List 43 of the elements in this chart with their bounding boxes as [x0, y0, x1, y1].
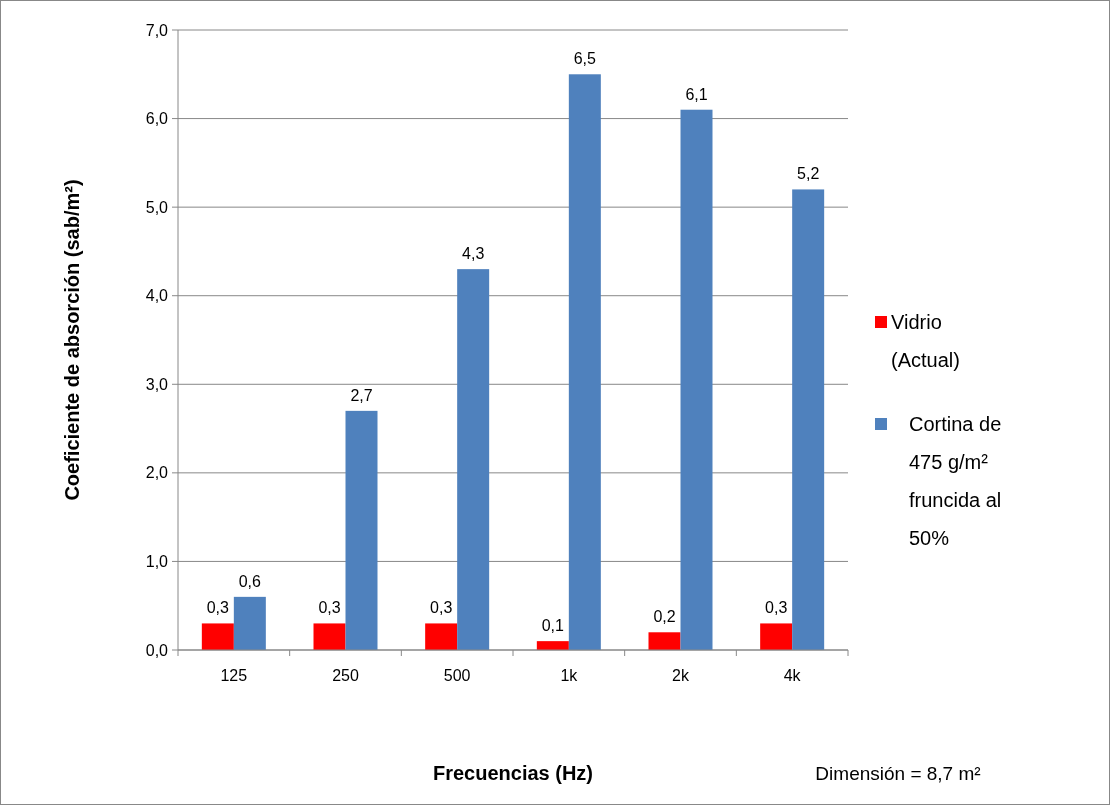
x-tick-label: 1k [560, 666, 579, 684]
legend-label: Vidrio (Actual) [891, 311, 960, 371]
data-label: 0,1 [541, 617, 565, 635]
data-label: 6,5 [573, 50, 597, 68]
data-label: 0,2 [653, 608, 676, 626]
data-label: 5,2 [797, 165, 820, 183]
y-tick-label: 7,0 [145, 21, 169, 39]
bar [233, 596, 266, 650]
y-tick-label: 2,0 [145, 464, 169, 482]
x-axis-title: Frecuencias (Hz) [432, 762, 594, 784]
x-tick-label: 125 [220, 666, 248, 684]
x-tick-label: 500 [443, 666, 471, 684]
bar [201, 623, 234, 650]
legend-label: Cortina de 475 g/m² fruncida al 50% [909, 413, 1002, 549]
data-label: 2,7 [350, 386, 373, 404]
bar [568, 74, 601, 650]
text: Dimensión = 8,7 m² [815, 762, 981, 784]
bar [425, 623, 458, 650]
bar [536, 641, 569, 650]
data-label: 6,1 [685, 85, 708, 103]
data-label: 0,3 [318, 599, 341, 617]
bar [457, 269, 490, 650]
bar [792, 189, 825, 650]
y-tick-label: 1,0 [145, 552, 169, 570]
y-tick-label: 3,0 [145, 375, 169, 393]
data-label: 0,3 [206, 599, 230, 617]
bar [680, 109, 713, 650]
data-label: 0,6 [238, 572, 262, 590]
x-tick-label: 4k [783, 666, 802, 684]
bar [760, 623, 793, 650]
y-tick-label: 6,0 [145, 110, 169, 128]
y-tick-label: 4,0 [145, 287, 169, 305]
x-tick-label: 250 [332, 666, 359, 684]
y-tick-label: 5,0 [145, 198, 169, 216]
bar [345, 410, 378, 650]
bar [648, 632, 681, 650]
data-label: 4,3 [462, 245, 485, 263]
y-tick-label: 0,0 [145, 641, 169, 659]
y-axis-title: Coeficiente de absorción (sab/m²) [61, 179, 83, 501]
data-label: 0,3 [765, 599, 788, 617]
x-tick-label: 2k [672, 666, 690, 684]
data-label: 0,3 [430, 599, 453, 617]
bar [313, 623, 346, 650]
